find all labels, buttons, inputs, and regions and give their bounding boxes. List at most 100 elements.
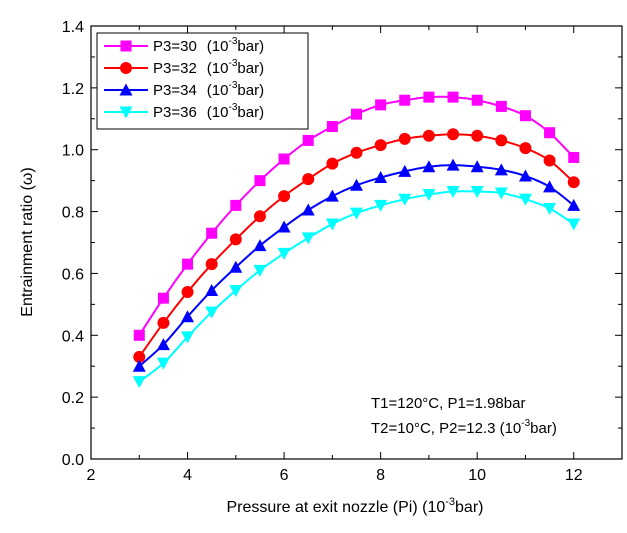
- y-tick-label: 1.4: [62, 19, 84, 36]
- data-point: [518, 193, 532, 206]
- y-axis-title: Entrainment ratio (ω): [19, 167, 36, 316]
- data-point: [446, 158, 460, 171]
- series-line: [138, 190, 575, 383]
- data-point: [156, 357, 170, 370]
- data-point: [181, 310, 195, 323]
- data-point: [253, 264, 267, 277]
- data-point: [568, 151, 580, 163]
- annotation-conditions-2: T2=10°C, P2=12.3 (10-3bar): [371, 418, 557, 437]
- data-point: [495, 100, 507, 112]
- x-tick-label: 10: [468, 467, 486, 484]
- legend-label: P3=32 (10-3bar): [153, 58, 264, 77]
- data-point: [157, 316, 170, 329]
- data-point: [350, 146, 363, 159]
- annotation-conditions-1: T1=120°C, P1=1.98bar: [371, 395, 525, 412]
- x-tick-label: 6: [280, 467, 289, 484]
- legend-label: P3=36 (10-3bar): [153, 102, 264, 121]
- data-point: [350, 207, 363, 220]
- legend-item: P3=34 (10-3bar): [104, 80, 264, 99]
- data-point: [229, 233, 242, 246]
- data-point: [132, 376, 146, 389]
- legend-label: P3=30 (10-3bar): [153, 36, 264, 55]
- data-point: [543, 202, 557, 215]
- data-point: [398, 132, 411, 145]
- data-point: [470, 160, 484, 173]
- data-point: [544, 127, 556, 139]
- legend-item: P3=32 (10-3bar): [104, 58, 264, 77]
- data-point: [205, 283, 219, 296]
- data-point: [471, 129, 484, 142]
- data-point: [423, 91, 435, 103]
- series-line: [138, 133, 575, 358]
- data-point: [495, 134, 508, 147]
- data-point: [133, 329, 145, 341]
- data-point: [375, 99, 387, 111]
- legend-item: P3=30 (10-3bar): [104, 36, 264, 55]
- data-point: [325, 189, 339, 202]
- data-point: [206, 227, 218, 239]
- y-tick-label: 0.2: [62, 390, 84, 407]
- series-4: [132, 185, 581, 389]
- data-point: [302, 134, 314, 146]
- legend-marker: [119, 83, 133, 96]
- data-point: [277, 220, 291, 233]
- data-point: [253, 239, 267, 252]
- data-point: [182, 258, 194, 270]
- x-tick-label: 8: [376, 467, 385, 484]
- series-3: [132, 158, 581, 372]
- series-1: [133, 91, 580, 341]
- data-point: [374, 171, 388, 184]
- data-point: [326, 121, 338, 133]
- data-point: [567, 218, 581, 231]
- y-tick-label: 1.2: [62, 81, 84, 98]
- data-point: [494, 163, 508, 176]
- data-point: [374, 139, 387, 152]
- x-axis-title: Pressure at exit nozzle (Pi) (10-3bar): [227, 496, 484, 516]
- legend-item: P3=36 (10-3bar): [104, 102, 264, 121]
- y-tick-label: 0.6: [62, 266, 84, 283]
- data-point: [133, 350, 146, 363]
- data-point: [398, 193, 412, 206]
- data-point: [447, 128, 460, 141]
- axis-ticks: 2 4 6 8 10 12 0.0 0.2 0.4 0.6 0.8 1.0 1.2 1.4: [62, 19, 623, 484]
- data-point: [398, 164, 412, 177]
- data-point: [543, 154, 556, 167]
- data-point: [277, 247, 291, 260]
- data-point: [422, 129, 435, 142]
- data-point: [157, 292, 169, 304]
- data-point: [326, 157, 339, 170]
- data-point: [181, 285, 194, 298]
- y-tick-label: 0.8: [62, 205, 84, 222]
- data-point: [494, 187, 508, 200]
- data-point: [205, 258, 218, 271]
- data-point: [518, 169, 532, 182]
- data-point: [254, 175, 266, 187]
- data-point: [181, 331, 195, 344]
- data-point: [374, 199, 388, 212]
- data-point: [422, 160, 436, 173]
- x-tick-label: 2: [87, 467, 96, 484]
- data-point: [447, 91, 459, 103]
- x-tick-label: 4: [183, 467, 192, 484]
- data-point: [229, 260, 243, 273]
- data-point: [519, 142, 532, 155]
- data-point: [351, 108, 362, 120]
- legend-label: P3=34 (10-3bar): [153, 80, 264, 99]
- y-tick-label: 1.0: [62, 143, 84, 160]
- data-point: [567, 198, 581, 211]
- data-point: [156, 338, 170, 351]
- series-2: [133, 128, 580, 363]
- data-point: [132, 359, 146, 372]
- data-point: [399, 94, 411, 106]
- series-layer: [132, 91, 581, 389]
- data-point: [301, 203, 315, 216]
- data-point: [519, 110, 531, 122]
- legend: P3=30 (10-3bar) P3=32 (10-3bar) P3=34 (10-3ba…: [96, 32, 309, 130]
- data-point: [567, 176, 580, 189]
- legend-marker: [120, 62, 132, 74]
- data-point: [229, 284, 243, 297]
- data-point: [301, 232, 315, 245]
- data-point: [325, 218, 339, 231]
- data-point: [278, 153, 290, 165]
